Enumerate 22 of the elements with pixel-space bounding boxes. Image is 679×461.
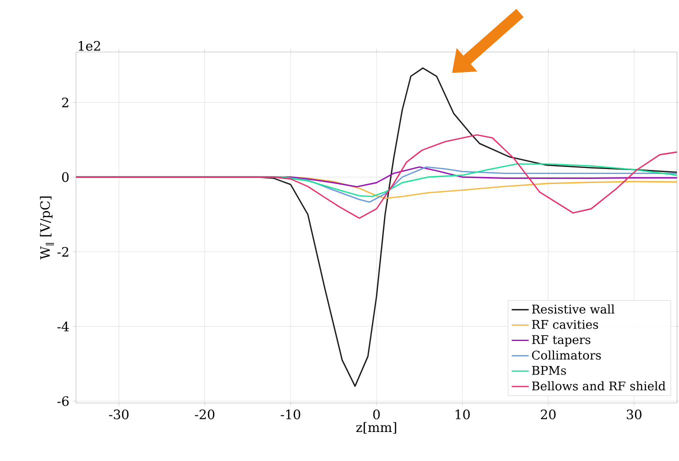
x-tick-label: 30 [626, 410, 642, 420]
legend-label: Resistive wall [532, 304, 614, 314]
y-tick-label: -4 [57, 322, 69, 332]
x-tick-label: -30 [109, 410, 128, 420]
line-series [76, 134, 678, 219]
x-tick-label: -10 [280, 410, 300, 420]
y-tick-label: 0 [62, 172, 69, 182]
y-axis-title: W$_{∥}$ [V/pC] [40, 196, 54, 260]
text: 1e2 [78, 40, 100, 51]
x-tick-label: -20 [194, 410, 214, 420]
y-tick-label: -6 [57, 396, 69, 406]
legend-label: Collimators [532, 350, 601, 360]
legend-label: BPMs [532, 366, 566, 375]
legend-label: RF cavities [532, 320, 598, 329]
y-tick-label: -2 [57, 246, 68, 257]
legend-label: RF tapers [532, 335, 590, 346]
x-axis-title: z[mm] [356, 422, 396, 434]
x-tick-label: 20 [540, 410, 556, 420]
x-tick-label: 10 [456, 410, 470, 420]
y-tick-label: 2 [62, 98, 68, 108]
x-tick-label: 0 [373, 410, 380, 420]
legend-label: Bellows and RF shield [532, 381, 666, 390]
